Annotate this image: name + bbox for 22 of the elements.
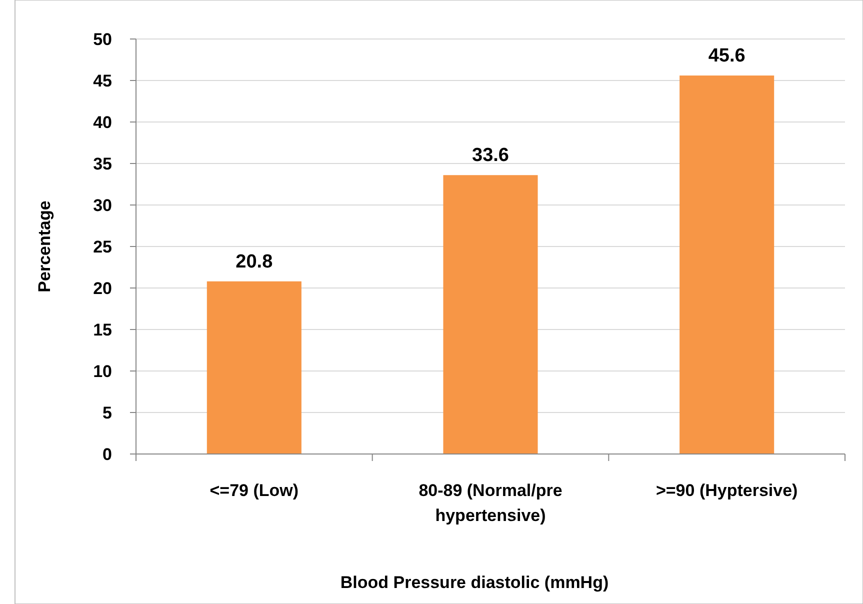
x-tick-label: <=79 (Low) bbox=[210, 481, 299, 500]
data-label: 33.6 bbox=[472, 145, 509, 166]
y-tick-label: 5 bbox=[102, 403, 112, 422]
y-tick-label: 30 bbox=[93, 196, 112, 215]
bar bbox=[680, 76, 774, 454]
bar bbox=[206, 281, 302, 454]
data-label: 45.6 bbox=[708, 46, 746, 67]
x-tick-label: 80-89 (Normal/pre hypertensive) bbox=[418, 481, 562, 525]
y-tick-label: 40 bbox=[93, 112, 112, 132]
y-tick-label: 35 bbox=[93, 154, 112, 174]
y-tick-label: 50 bbox=[93, 30, 112, 49]
bar bbox=[443, 175, 538, 454]
y-axis-title: Percentage bbox=[35, 200, 54, 292]
x-axis-title: Blood Pressure diastolic (mmHg) bbox=[340, 573, 609, 592]
y-tick-label: 45 bbox=[93, 71, 112, 90]
y-tick-label: 10 bbox=[93, 362, 112, 381]
x-tick-label: >=90 (Hyptersive) bbox=[656, 481, 798, 500]
y-tick-label: 0 bbox=[102, 444, 112, 464]
y-tick-label: 20 bbox=[93, 278, 112, 298]
data-label: 20.8 bbox=[236, 251, 273, 272]
y-tick-label: 25 bbox=[93, 237, 112, 256]
y-tick-label: 15 bbox=[93, 320, 112, 340]
